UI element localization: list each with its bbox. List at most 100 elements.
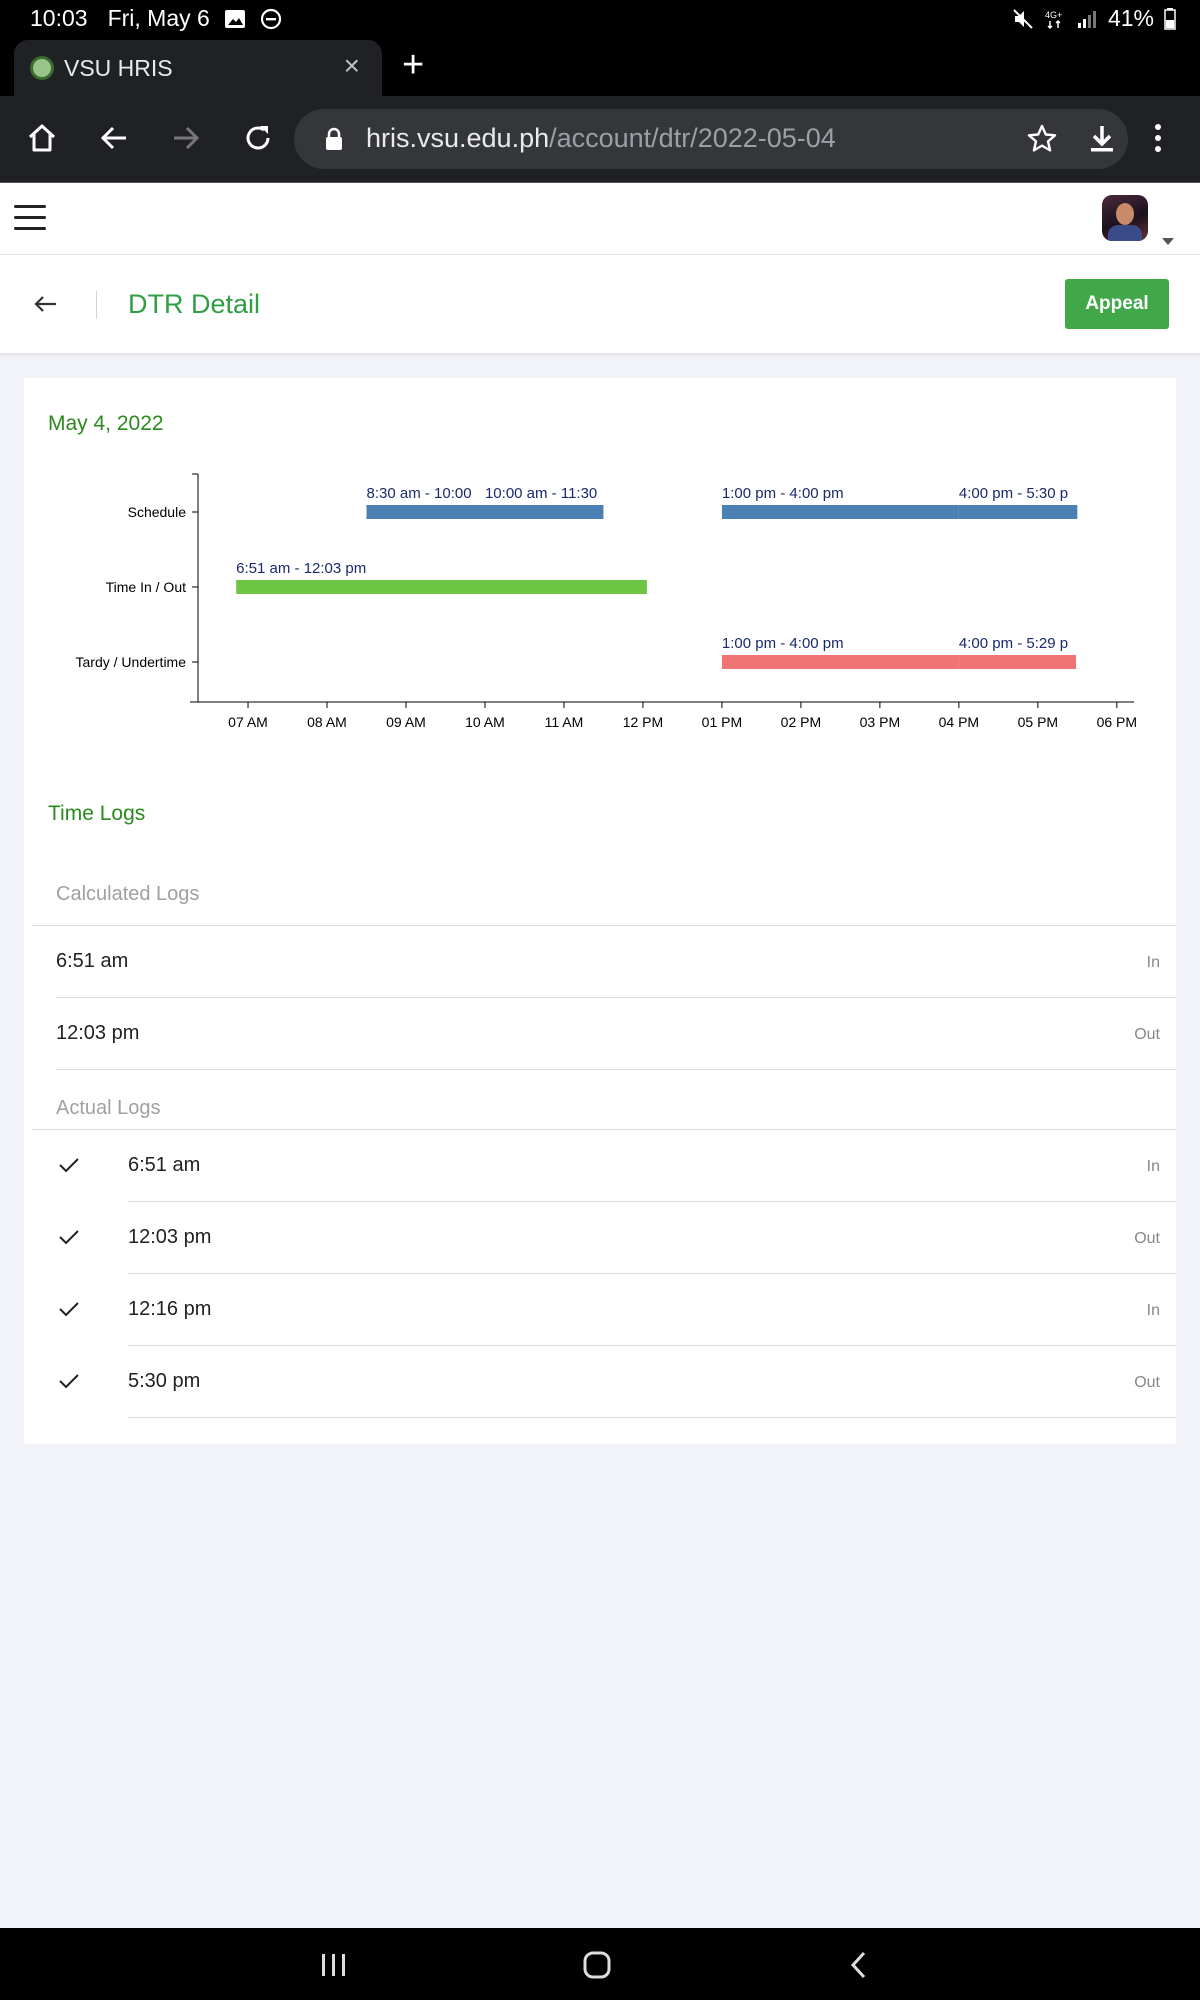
mute-icon bbox=[1013, 8, 1033, 29]
x-tick-label: 12 PM bbox=[623, 714, 663, 730]
browser-tab-strip: VSU HRIS × bbox=[0, 36, 1200, 96]
bookmark-star-icon[interactable] bbox=[1026, 123, 1058, 155]
timeline-bar-label: 6:51 am - 12:03 pm bbox=[236, 560, 366, 577]
row-divider bbox=[56, 997, 1176, 998]
status-bar: 10:03 Fri, May 6 4G+ 41% bbox=[0, 0, 1200, 36]
check-icon bbox=[59, 1158, 79, 1173]
log-type: Out bbox=[1134, 1026, 1160, 1043]
time-logs-title: Time Logs bbox=[48, 802, 146, 825]
x-tick-label: 07 AM bbox=[228, 714, 268, 730]
log-type: Out bbox=[1134, 1230, 1160, 1247]
log-type: In bbox=[1146, 1158, 1160, 1175]
timeline-bar bbox=[958, 505, 1078, 519]
group-divider bbox=[32, 1129, 1176, 1130]
row-divider bbox=[128, 1417, 1176, 1418]
dtr-date: May 4, 2022 bbox=[48, 412, 164, 435]
dtr-timeline-chart: Schedule Time In / Out Tardy / Undertime 07… bbox=[76, 473, 1137, 730]
url-host: hris.vsu.edu.ph bbox=[366, 123, 550, 153]
row-divider bbox=[128, 1345, 1176, 1346]
log-time: 6:51 am bbox=[128, 1154, 201, 1176]
x-tick-label: 09 AM bbox=[386, 714, 426, 730]
arrow-left-icon bbox=[100, 126, 126, 150]
address-bar[interactable]: hris.vsu.edu.ph/account/dtr/2022-05-04 bbox=[294, 109, 1128, 169]
x-tick-label: 08 AM bbox=[307, 714, 347, 730]
x-tick-label: 03 PM bbox=[860, 714, 900, 730]
back-button[interactable] bbox=[92, 116, 136, 160]
home-icon bbox=[28, 124, 56, 152]
tab-title: VSU HRIS bbox=[64, 55, 173, 81]
timeline-bar bbox=[958, 655, 1077, 669]
arrow-right-icon bbox=[174, 126, 200, 150]
dtr-card: May 4, 2022 Schedule Time In / Out Tardy /… bbox=[24, 378, 1176, 1444]
recents-icon[interactable] bbox=[320, 1952, 348, 1978]
reload-button[interactable] bbox=[236, 116, 280, 160]
log-type: In bbox=[1146, 1302, 1160, 1319]
status-time: 10:03 bbox=[30, 5, 88, 31]
caret-down-icon[interactable] bbox=[1162, 238, 1174, 245]
hamburger-menu-icon[interactable] bbox=[14, 205, 46, 233]
home-button[interactable] bbox=[20, 116, 64, 160]
x-tick-label: 06 PM bbox=[1097, 714, 1137, 730]
back-nav-icon[interactable] bbox=[848, 1950, 868, 1980]
timeline-bar-label: 4:00 pm - 5:29 p bbox=[959, 635, 1068, 652]
timeline-bar bbox=[366, 505, 485, 519]
vsu-favicon-icon bbox=[30, 56, 54, 80]
browser-toolbar: hris.vsu.edu.ph/account/dtr/2022-05-04 bbox=[0, 96, 1200, 182]
row-divider bbox=[128, 1273, 1176, 1274]
timeline-bar bbox=[484, 505, 604, 519]
y-tick-label: Tardy / Undertime bbox=[76, 654, 187, 670]
x-tick-label: 11 AM bbox=[545, 714, 584, 730]
network-4g-icon: 4G+ bbox=[1045, 10, 1062, 29]
log-time: 12:03 pm bbox=[56, 1022, 140, 1044]
new-tab-button[interactable]: + bbox=[402, 44, 425, 86]
image-icon bbox=[224, 9, 245, 28]
close-tab-icon[interactable]: × bbox=[343, 50, 360, 81]
check-icon bbox=[59, 1230, 79, 1245]
user-avatar[interactable] bbox=[1102, 195, 1148, 241]
android-nav-bar bbox=[0, 1928, 1200, 2000]
x-tick-label: 02 PM bbox=[781, 714, 821, 730]
x-tick-label: 05 PM bbox=[1018, 714, 1058, 730]
timeline-bar bbox=[236, 580, 647, 594]
more-vert-icon bbox=[1155, 124, 1161, 152]
app-header bbox=[0, 183, 1200, 255]
x-tick-label: 10 AM bbox=[465, 714, 505, 730]
forward-button[interactable] bbox=[164, 116, 208, 160]
appeal-button[interactable]: Appeal bbox=[1065, 279, 1169, 329]
svg-text:4G+: 4G+ bbox=[1045, 10, 1062, 20]
battery-level: 41% bbox=[1107, 5, 1154, 31]
battery-icon bbox=[1164, 7, 1176, 30]
row-divider bbox=[128, 1201, 1176, 1202]
calculated-logs-label: Calculated Logs bbox=[56, 883, 200, 905]
toolbar-divider bbox=[0, 182, 1200, 183]
status-date: Fri, May 6 bbox=[107, 5, 210, 31]
timeline-bar-label: 8:30 am - 10:00 bbox=[366, 485, 471, 502]
log-type: Out bbox=[1134, 1374, 1160, 1391]
x-tick-label: 04 PM bbox=[939, 714, 979, 730]
row-divider bbox=[56, 1069, 1176, 1070]
browser-tab[interactable]: VSU HRIS × bbox=[14, 40, 382, 96]
browser-menu-button[interactable] bbox=[1136, 116, 1180, 160]
home-nav-icon[interactable] bbox=[582, 1950, 612, 1980]
log-time: 12:03 pm bbox=[128, 1226, 212, 1248]
dnd-icon bbox=[260, 8, 281, 29]
log-time: 12:16 pm bbox=[128, 1298, 212, 1320]
timeline-bar-label: 4:00 pm - 5:30 p bbox=[959, 485, 1068, 502]
url-path: /account/dtr/2022-05-04 bbox=[549, 123, 836, 153]
log-type: In bbox=[1146, 954, 1160, 971]
check-icon bbox=[59, 1374, 79, 1389]
log-time: 5:30 pm bbox=[128, 1370, 201, 1392]
url-text[interactable]: hris.vsu.edu.ph/account/dtr/2022-05-04 bbox=[366, 123, 836, 154]
back-arrow-icon[interactable] bbox=[30, 289, 60, 319]
reload-icon bbox=[246, 126, 270, 150]
actual-logs-label: Actual Logs bbox=[56, 1097, 161, 1119]
lock-icon bbox=[326, 127, 342, 150]
timeline-bar bbox=[721, 655, 959, 669]
timeline-bar-label: 1:00 pm - 4:00 pm bbox=[722, 485, 844, 502]
check-icon bbox=[59, 1302, 79, 1317]
y-tick-label: Schedule bbox=[128, 504, 187, 520]
header-divider bbox=[96, 291, 97, 319]
signal-icon bbox=[1077, 10, 1096, 28]
page-header: DTR Detail Appeal bbox=[0, 255, 1200, 353]
download-icon[interactable] bbox=[1086, 123, 1118, 155]
